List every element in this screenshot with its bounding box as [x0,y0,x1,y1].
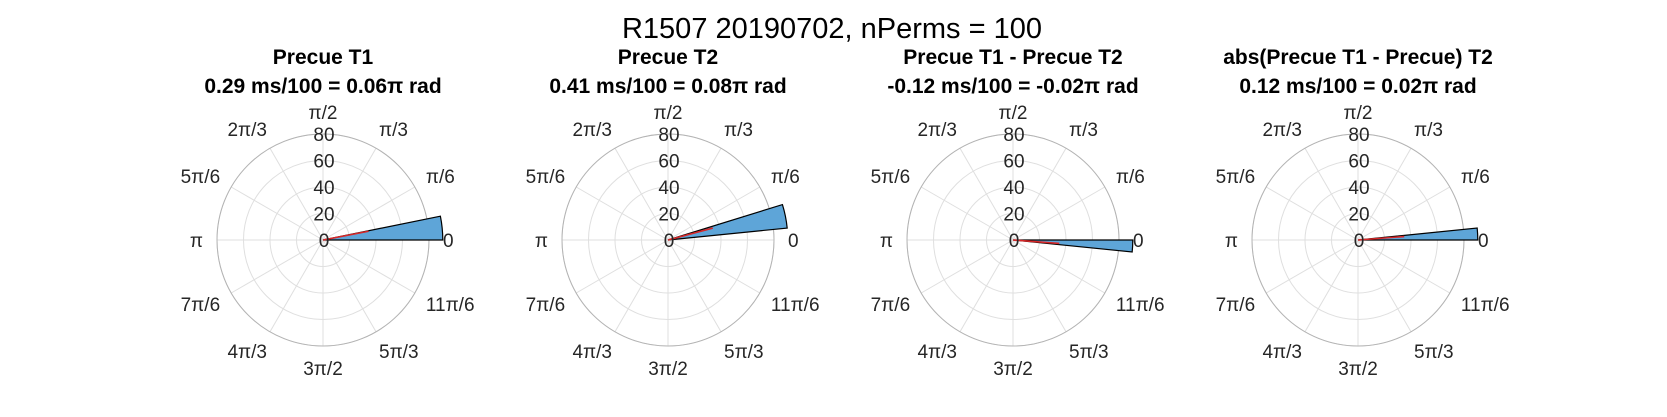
theta-tick-label: 2π/3 [917,120,957,141]
r-tick-label: 40 [658,178,679,199]
mean-direction-line [667,227,714,241]
theta-tick-label: 7π/6 [871,295,911,316]
theta-tick-label: 5π/3 [1414,342,1454,363]
plot-title: Precue T1 - Precue T2 [903,46,1122,69]
theta-tick-label: π/3 [379,120,408,141]
theta-tick-label: π [535,231,548,252]
r-tick-label: 40 [1003,178,1024,199]
polar-plot-1: Precue T1 0.29 ms/100 = 0.06π rad 0 20 40 60 8… [181,46,475,380]
r-tick-label: 0 [1009,231,1020,252]
r-tick-label: 60 [1348,152,1369,173]
theta-tick-label: 5π/3 [379,342,419,363]
plot-subtitle: -0.12 ms/100 = -0.02π rad [887,75,1138,98]
theta-tick-label: π/6 [426,167,455,188]
mean-direction-line [1357,235,1405,241]
r-gridcircle [641,213,695,267]
polar-plot-3: Precue T1 - Precue T2 -0.12 ms/100 = -0.0… [871,46,1165,380]
theta-tick-label: 5π/6 [1216,167,1256,188]
plot-title: Precue T1 [273,46,374,69]
plot-subtitle: 0.41 ms/100 = 0.08π rad [549,75,786,98]
plot-title: abs(Precue T1 - Precue) T2 [1223,46,1493,69]
r-tick-label: 0 [1354,231,1365,252]
r-tick-label: 80 [1003,125,1024,146]
polar-outline [561,133,775,347]
theta-tick-label: π/2 [654,103,683,124]
r-tick-label: 20 [658,205,679,226]
theta-tick-label: 3π/2 [648,359,688,380]
r-tick-label: 0 [319,231,330,252]
r-tick-label: 0 [664,231,675,252]
theta-tick-label: 5π/3 [724,342,764,363]
figure-title: R1507 20190702, nPerms = 100 [622,13,1042,45]
plot-subtitle: 0.29 ms/100 = 0.06π rad [204,75,441,98]
r-tick-label: 60 [313,152,334,173]
mean-direction-line [1012,239,1060,245]
theta-tick-label: 11π/6 [1461,295,1510,316]
r-tick-label: 60 [658,152,679,173]
r-tick-label: 80 [313,125,334,146]
theta-tick-label: 7π/6 [181,295,221,316]
theta-tick-label: 0 [788,231,799,252]
theta-tick-label: 4π/3 [572,342,612,363]
theta-tick-label: π [190,231,203,252]
theta-tick-label: 2π/3 [227,120,267,141]
theta-tick-label: 0 [1133,231,1144,252]
r-gridcircle [614,186,722,294]
theta-tick-label: 4π/3 [1262,342,1302,363]
theta-tick-label: π/6 [1461,167,1490,188]
theta-tick-label: π [1225,231,1238,252]
mean-direction-line [322,230,369,241]
polar-plot-2: Precue T2 0.41 ms/100 = 0.08π rad 0 20 40 60 8… [526,46,820,380]
theta-tick-label: π/3 [724,120,753,141]
theta-tick-label: π/2 [309,103,338,124]
theta-tick-label: 2π/3 [1262,120,1302,141]
theta-tick-label: π [880,231,893,252]
theta-tick-label: 11π/6 [1116,295,1165,316]
theta-tick-label: 3π/2 [993,359,1033,380]
theta-tick-label: 5π/6 [871,167,911,188]
r-tick-label: 20 [313,205,334,226]
theta-tick-label: π/3 [1414,120,1443,141]
r-gridcircle [588,160,748,320]
theta-tick-label: 7π/6 [1216,295,1256,316]
theta-tick-label: π/6 [1116,167,1145,188]
theta-tick-label: 5π/6 [526,167,566,188]
theta-tick-label: 4π/3 [917,342,957,363]
theta-tick-label: 3π/2 [303,359,343,380]
r-tick-label: 20 [1003,205,1024,226]
r-tick-label: 40 [1348,178,1369,199]
polar-plot-4: abs(Precue T1 - Precue) T2 0.12 ms/100 = … [1216,46,1510,380]
histogram-bar [667,203,788,241]
theta-tick-label: 0 [443,231,454,252]
theta-tick-label: 5π/3 [1069,342,1109,363]
theta-tick-label: 5π/6 [181,167,221,188]
plot-title: Precue T2 [618,46,718,69]
r-tick-label: 80 [1348,125,1369,146]
theta-tick-label: 2π/3 [572,120,612,141]
theta-tick-label: π/6 [771,167,800,188]
theta-tick-label: 3π/2 [1338,359,1378,380]
theta-tick-label: π/2 [1344,103,1373,124]
plot-subtitle: 0.12 ms/100 = 0.02π rad [1239,75,1476,98]
theta-tick-label: 11π/6 [771,295,820,316]
r-tick-label: 40 [313,178,334,199]
theta-tick-label: 11π/6 [426,295,475,316]
theta-tick-label: 0 [1478,231,1489,252]
theta-tick-label: 4π/3 [227,342,267,363]
r-tick-label: 20 [1348,205,1369,226]
polar-plots: Precue T1 0.29 ms/100 = 0.06π rad 0 20 40 60 8… [181,46,1510,380]
theta-tick-label: π/2 [999,103,1028,124]
theta-tick-label: π/3 [1069,120,1098,141]
theta-tick-label: 7π/6 [526,295,566,316]
r-tick-label: 60 [1003,152,1024,173]
r-tick-label: 80 [658,125,679,146]
